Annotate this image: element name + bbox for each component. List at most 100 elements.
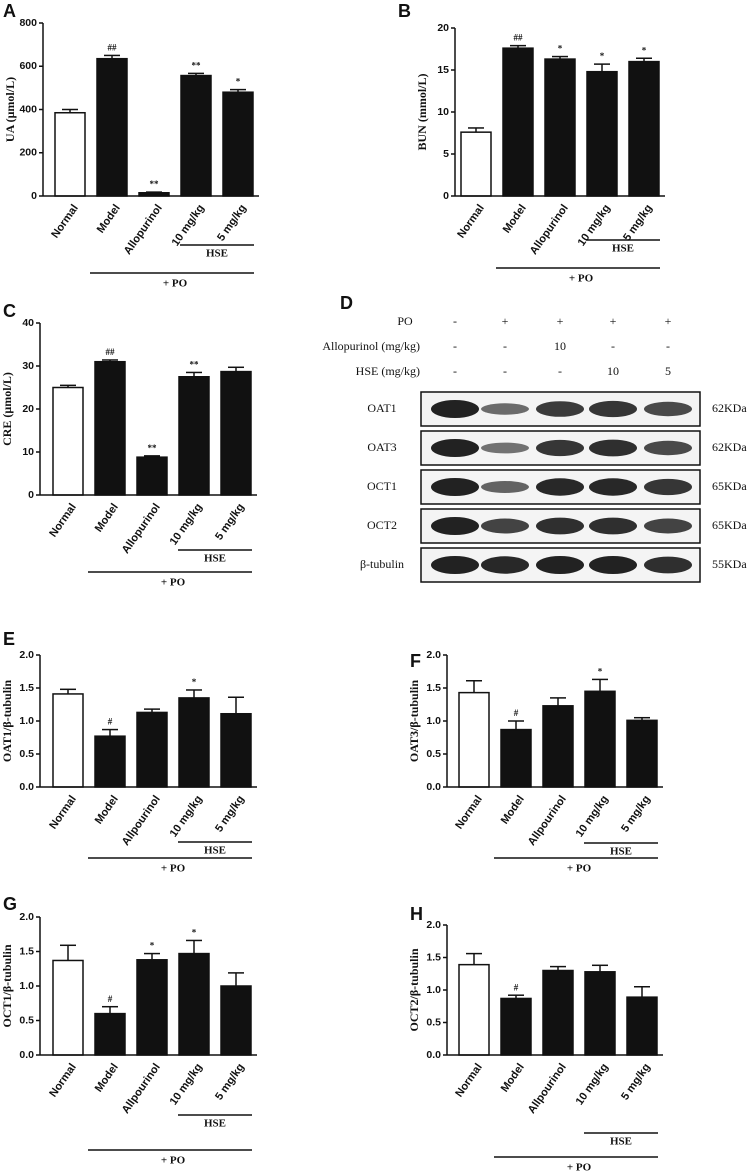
y-tick-label: 0	[31, 190, 37, 202]
y-tick-label: 5	[443, 148, 449, 160]
blot-band	[431, 478, 479, 496]
x-tick-label: Normal	[453, 794, 485, 832]
bracket-label: + PO	[161, 577, 186, 589]
significance-mark: #	[514, 982, 519, 992]
bracket-label: + PO	[161, 863, 186, 875]
significance-mark: *	[558, 44, 563, 54]
significance-mark: ##	[108, 43, 118, 53]
x-tick-label: 5 mg/kg	[621, 203, 655, 244]
bar	[178, 952, 210, 1056]
x-tick-label: Normal	[49, 203, 81, 241]
bar	[178, 697, 210, 788]
bar	[500, 997, 532, 1056]
bar	[136, 959, 168, 1056]
y-tick-label: 0.5	[19, 748, 34, 760]
y-tick-label: 0.0	[426, 1049, 441, 1061]
x-tick-label: Model	[93, 794, 121, 827]
bar	[52, 693, 84, 788]
x-tick-label: Normal	[47, 502, 79, 540]
bar	[136, 456, 168, 496]
y-tick-label: 0.0	[426, 781, 441, 793]
blot-band	[481, 481, 529, 493]
y-tick-label: 0.5	[426, 748, 441, 760]
y-tick-label: 1.5	[19, 682, 34, 694]
bar	[544, 58, 576, 197]
significance-mark: *	[642, 45, 647, 55]
significance-mark: *	[192, 677, 197, 687]
y-tick-label: 1.5	[426, 951, 441, 963]
blot-band	[536, 556, 584, 574]
significance-mark: **	[192, 60, 202, 70]
condition-value: 10	[554, 339, 566, 353]
significance-mark: ##	[106, 347, 116, 357]
y-tick-label: 600	[19, 60, 37, 72]
y-tick-label: 15	[437, 64, 449, 76]
panel-label: E	[3, 629, 15, 649]
bracket-label: + PO	[567, 1162, 592, 1172]
panel-label: C	[3, 301, 16, 321]
condition-value: -	[453, 364, 457, 378]
blot-band	[589, 478, 637, 496]
bar	[458, 691, 490, 788]
significance-mark: *	[600, 51, 605, 61]
protein-size: 55KDa	[712, 557, 747, 571]
protein-size: 65KDa	[712, 479, 747, 493]
y-axis-label: BUN (mmol/L)	[415, 74, 429, 151]
bar	[628, 60, 660, 197]
protein-label: OAT3	[367, 440, 396, 454]
panel-label: F	[410, 651, 421, 671]
significance-mark: *	[192, 928, 197, 938]
y-tick-label: 1.0	[426, 984, 441, 996]
y-tick-label: 0.0	[19, 1049, 34, 1061]
x-tick-label: 10 mg/kg	[168, 502, 205, 548]
y-tick-label: 20	[437, 22, 449, 34]
y-tick-label: 200	[19, 147, 37, 159]
condition-value: -	[453, 339, 457, 353]
significance-mark: *	[598, 666, 603, 676]
blot-band	[536, 439, 584, 457]
y-tick-label: 1.5	[19, 945, 34, 957]
y-tick-label: 0	[443, 190, 449, 202]
panel-label: H	[410, 904, 423, 924]
blot-band	[481, 403, 529, 415]
bracket-label: HSE	[204, 845, 226, 857]
significance-mark: #	[514, 708, 519, 718]
condition-value: -	[666, 339, 670, 353]
y-tick-label: 10	[22, 446, 34, 458]
y-axis-label: CRE (μmol/L)	[0, 372, 14, 446]
y-tick-label: 2.0	[19, 911, 34, 923]
y-tick-label: 0.5	[426, 1016, 441, 1028]
blot-band	[481, 518, 529, 534]
condition-value: +	[665, 314, 672, 328]
bar	[54, 111, 86, 197]
x-tick-label: Model	[95, 203, 123, 236]
bar	[220, 370, 252, 496]
x-tick-label: 10 mg/kg	[574, 794, 611, 840]
bar	[460, 131, 492, 197]
bracket-label: HSE	[204, 553, 226, 565]
bar	[94, 360, 126, 496]
x-tick-label: Model	[501, 203, 529, 236]
bar	[220, 712, 252, 788]
blot-band	[431, 517, 479, 535]
significance-mark: **	[148, 443, 158, 453]
x-tick-label: Model	[499, 794, 527, 827]
bracket-label: + PO	[569, 273, 594, 285]
x-tick-label: Allopurinol	[528, 203, 571, 257]
condition-label: PO	[397, 314, 413, 328]
condition-value: -	[503, 364, 507, 378]
x-tick-label: 5 mg/kg	[213, 794, 247, 835]
y-tick-label: 0.5	[19, 1014, 34, 1026]
x-tick-label: 10 mg/kg	[576, 203, 613, 249]
x-tick-label: 10 mg/kg	[168, 1062, 205, 1108]
bar	[178, 376, 210, 496]
bracket-label: + PO	[161, 1155, 186, 1167]
y-tick-label: 2.0	[426, 919, 441, 931]
bar	[500, 728, 532, 788]
x-tick-label: 10 mg/kg	[170, 203, 207, 249]
x-tick-label: 10 mg/kg	[168, 794, 205, 840]
protein-size: 62KDa	[712, 401, 747, 415]
condition-value: 10	[607, 364, 619, 378]
blot-band	[644, 556, 692, 574]
